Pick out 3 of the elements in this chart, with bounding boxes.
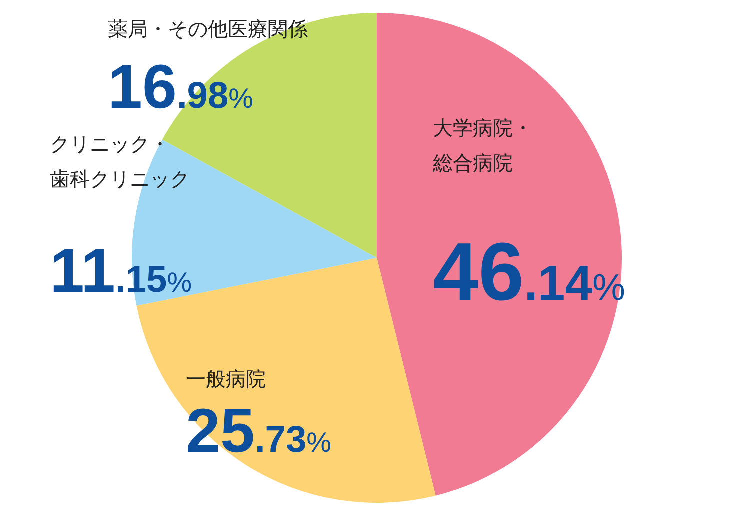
slice-label: 一般病院 (186, 367, 266, 391)
slice-label: 大学病院・総合病院 (432, 116, 533, 175)
slice-label: クリニック・歯科クリニック (50, 132, 190, 191)
